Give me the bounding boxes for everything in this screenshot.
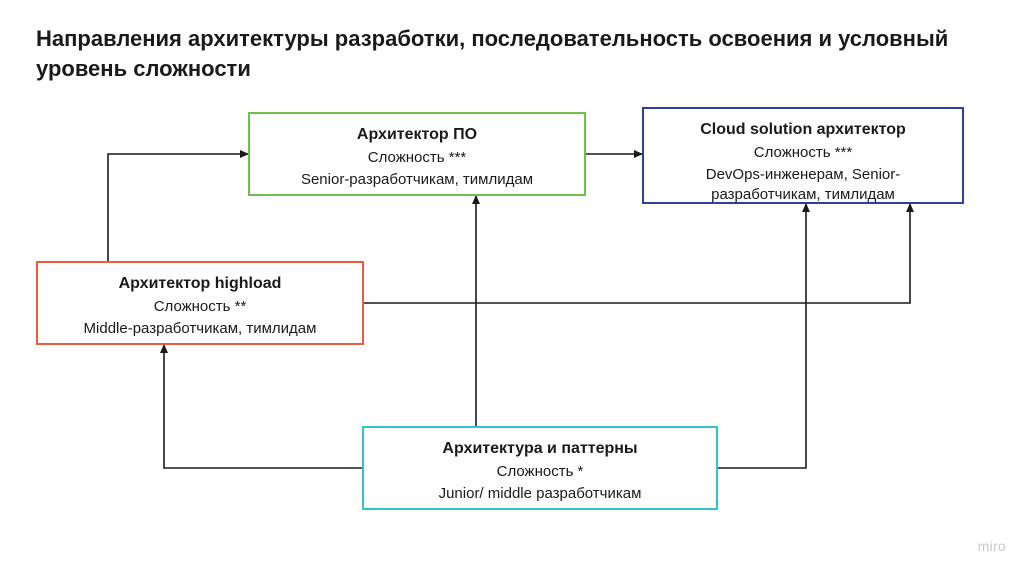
node-audience: DevOps-инженерам, Senior-разработчикам, … (658, 165, 948, 206)
node-complexity: Сложность ** (52, 297, 348, 317)
node-audience: Junior/ middle разработчикам (378, 484, 702, 504)
edge-patterns-to-highload (164, 345, 362, 468)
edge-highload-to-software (108, 154, 248, 261)
node-complexity: Сложность *** (658, 143, 948, 163)
node-cloud: Cloud solution архитекторСложность ***De… (642, 107, 964, 204)
node-title: Архитектор ПО (264, 124, 570, 146)
node-title: Архитектор highload (52, 273, 348, 295)
edge-patterns-to-cloud (718, 204, 806, 468)
node-title: Архитектура и паттерны (378, 438, 702, 460)
node-complexity: Сложность * (378, 462, 702, 482)
node-audience: Senior-разработчикам, тимлидам (264, 170, 570, 190)
node-audience: Middle-разработчикам, тимлидам (52, 319, 348, 339)
diagram-canvas: Архитектор highloadСложность **Middle-ра… (0, 0, 1024, 564)
node-title: Cloud solution архитектор (658, 119, 948, 141)
edge-highload-to-cloud (364, 204, 910, 303)
node-patterns: Архитектура и паттерныСложность *Junior/… (362, 426, 718, 510)
node-highload: Архитектор highloadСложность **Middle-ра… (36, 261, 364, 345)
watermark: miro (978, 538, 1006, 554)
node-software: Архитектор ПОСложность ***Senior-разрабо… (248, 112, 586, 196)
node-complexity: Сложность *** (264, 148, 570, 168)
